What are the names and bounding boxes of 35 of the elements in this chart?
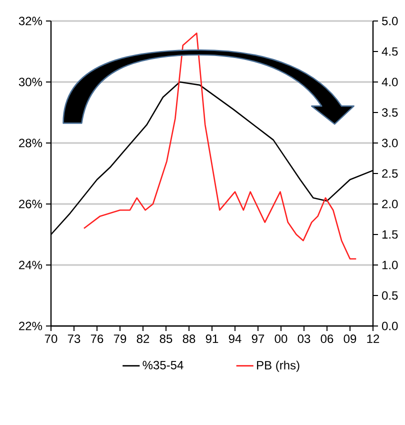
x-tick-label: 94: [228, 334, 242, 344]
y2-tick-label: 5.0: [382, 16, 398, 26]
y-tick-label: 28%: [19, 138, 42, 148]
x-tick-label: 79: [114, 334, 126, 344]
x-tick-label: 12: [367, 334, 380, 343]
y2-tick-label: 3.5: [382, 108, 398, 117]
y2-tick-label: 2.5: [382, 169, 398, 178]
y2-tick-label: 4.0: [382, 78, 398, 86]
legend-label: PB (rhs): [257, 360, 300, 372]
y-tick-label: 32%: [18, 16, 42, 26]
y-tick-label: 22%: [19, 322, 42, 330]
x-tick-label: 70: [44, 334, 58, 344]
x-tick-label: 73: [68, 334, 80, 344]
y-tick-label: 30%: [18, 78, 42, 86]
legend-label: %35-54: [142, 360, 184, 370]
y2-tick-label: 1.5: [382, 230, 398, 239]
x-tick-label: 91: [206, 334, 218, 344]
y2-tick-label: 0.0: [382, 322, 398, 330]
y2-tick-label: 3.0: [382, 138, 398, 148]
y2-tick-label: 0.5: [382, 291, 398, 300]
x-tick-label: 03: [298, 334, 310, 344]
line-series: [83, 32, 357, 260]
y-tick-label: 24%: [19, 260, 42, 270]
x-tick-label: 85: [160, 334, 172, 344]
x-tick-label: 09: [344, 334, 356, 344]
y2-tick-label: 4.5: [382, 47, 398, 56]
y-tick-label: 26%: [19, 200, 42, 208]
x-tick-label: 06: [320, 334, 334, 344]
x-tick-label: 88: [182, 334, 196, 344]
y2-tick-label: 1.0: [382, 260, 398, 270]
y2-tick-label: 2.0: [382, 200, 398, 208]
x-tick-label: 00: [274, 334, 288, 344]
x-tick-label: 97: [252, 334, 264, 344]
x-tick-label: 76: [90, 334, 104, 344]
x-tick-label: 82: [136, 334, 150, 344]
